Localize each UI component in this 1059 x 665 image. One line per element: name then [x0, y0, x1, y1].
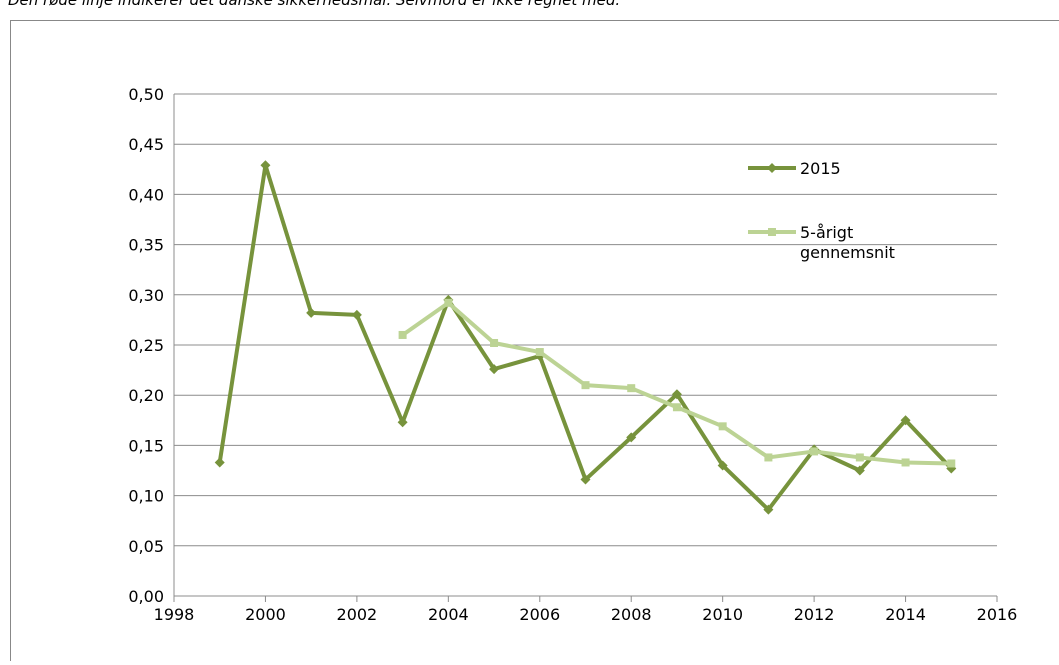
legend-label: 5-årigt gennemsnit: [800, 223, 895, 262]
x-tick-label: 2002: [337, 605, 378, 624]
y-tick-label: 0,10: [128, 487, 164, 506]
marker: [536, 348, 544, 356]
x-tick-label: 2014: [885, 605, 926, 624]
chart-title: Den røde linje indikerer det danske sikk…: [8, 0, 620, 9]
series-line: [403, 303, 952, 464]
marker: [856, 453, 864, 461]
y-tick-label: 0,50: [128, 85, 164, 104]
y-tick-label: 0,45: [128, 135, 164, 154]
marker: [673, 403, 681, 411]
y-tick-label: 0,35: [128, 236, 164, 255]
marker: [902, 458, 910, 466]
x-tick-label: 2016: [977, 605, 1018, 624]
marker: [627, 384, 635, 392]
x-tick-label: 2000: [245, 605, 286, 624]
y-tick-label: 0,15: [128, 436, 164, 455]
y-tick-label: 0,25: [128, 336, 164, 355]
marker: [260, 160, 270, 170]
marker: [306, 308, 316, 318]
marker: [768, 228, 776, 236]
marker: [490, 339, 498, 347]
marker: [215, 457, 225, 467]
marker: [767, 163, 777, 173]
y-tick-label: 0,00: [128, 587, 164, 606]
x-tick-label: 2006: [519, 605, 560, 624]
marker: [444, 299, 452, 307]
x-tick-label: 2010: [702, 605, 743, 624]
marker: [764, 453, 772, 461]
marker: [719, 422, 727, 430]
y-tick-label: 0,40: [128, 185, 164, 204]
chart-frame: [11, 21, 1059, 662]
y-tick-label: 0,05: [128, 537, 164, 556]
y-tick-label: 0,30: [128, 286, 164, 305]
series-line: [220, 165, 952, 509]
marker: [582, 381, 590, 389]
marker: [810, 447, 818, 455]
marker: [399, 331, 407, 339]
legend-label: 2015: [800, 159, 841, 178]
x-tick-label: 2004: [428, 605, 469, 624]
x-tick-label: 1998: [154, 605, 195, 624]
x-tick-label: 2008: [611, 605, 652, 624]
marker: [947, 459, 955, 467]
x-tick-label: 2012: [794, 605, 835, 624]
y-tick-label: 0,20: [128, 386, 164, 405]
